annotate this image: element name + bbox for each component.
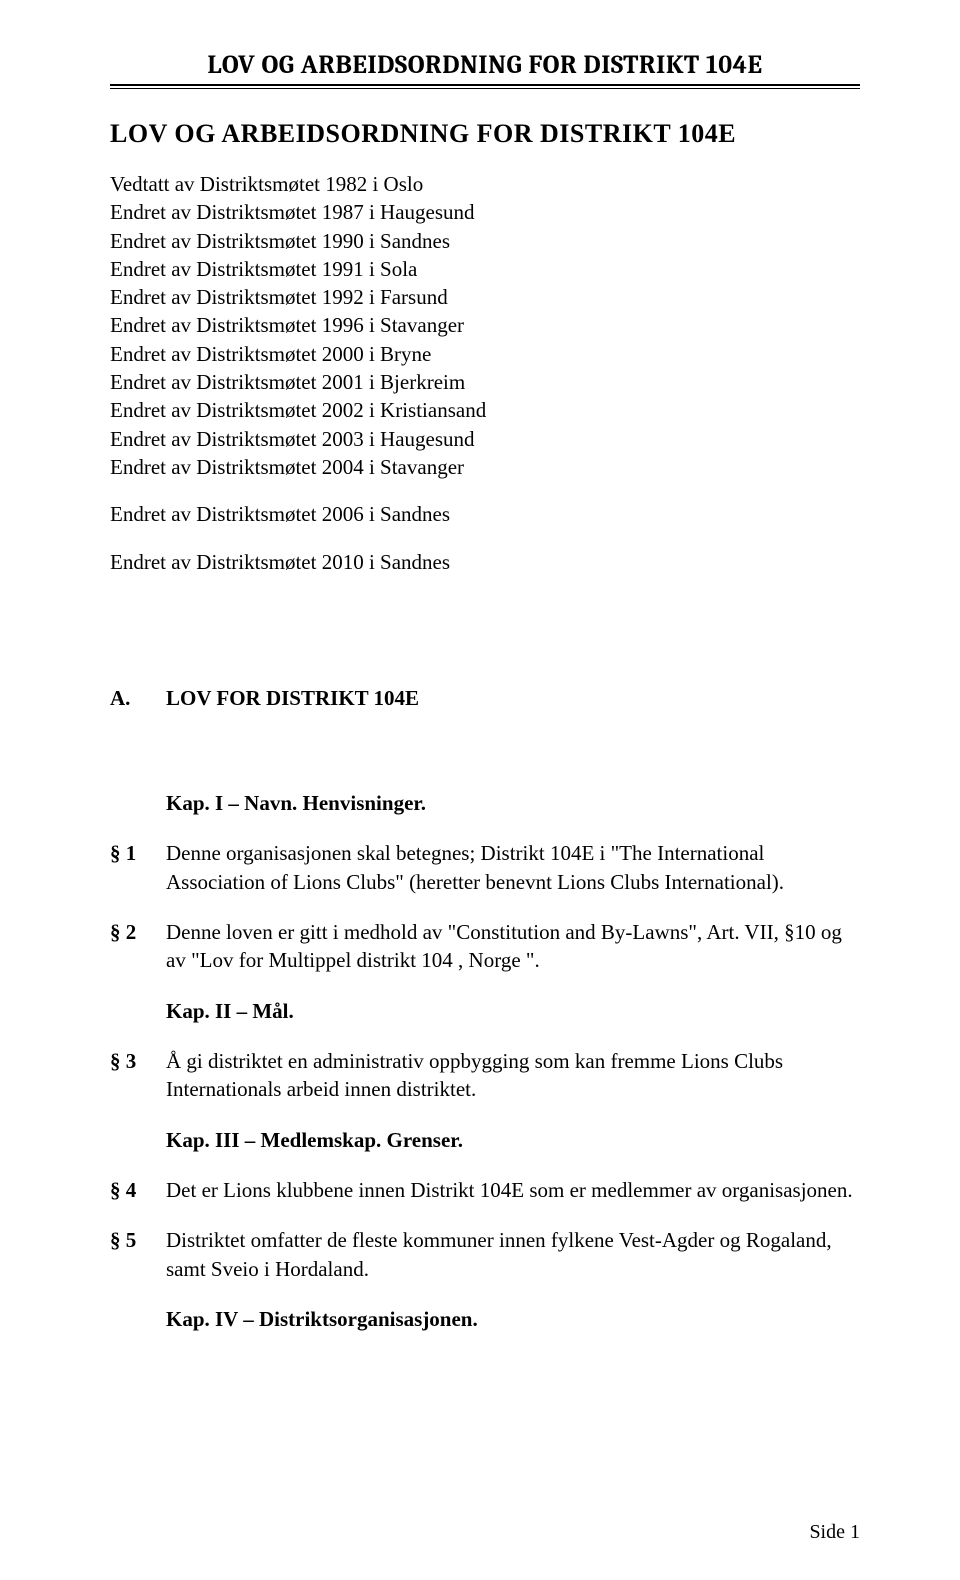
section-a-title: LOV FOR DISTRIKT 104E [166, 686, 419, 710]
page-footer: Side 1 [809, 1521, 860, 1544]
body-items: Kap. I – Navn. Henvisninger. § 1 Denne o… [110, 789, 860, 1333]
section-a-heading: A.LOV FOR DISTRIKT 104E [110, 686, 860, 711]
item-text: Denne loven er gitt i medhold av "Consti… [166, 918, 860, 975]
amendment-line: Endret av Distriktsmøtet 2002 i Kristian… [110, 397, 860, 424]
item-marker [110, 1126, 166, 1154]
item-marker: § 4 [110, 1176, 166, 1204]
amendment-line: Endret av Distriktsmøtet 2004 i Stavange… [110, 454, 860, 481]
amendment-line: Endret av Distriktsmøtet 2001 i Bjerkrei… [110, 369, 860, 396]
item-marker [110, 1305, 166, 1333]
paragraph-item: § 4 Det er Lions klubbene innen Distrikt… [110, 1176, 860, 1204]
item-text: Å gi distriktet en administrativ oppbygg… [166, 1047, 860, 1104]
item-text: Kap. I – Navn. Henvisninger. [166, 789, 860, 817]
paragraph-item: § 2 Denne loven er gitt i medhold av "Co… [110, 918, 860, 975]
item-marker: § 2 [110, 918, 166, 975]
amendment-line: Endret av Distriktsmøtet 2010 i Sandnes [110, 549, 860, 576]
paragraph-item: § 5 Distriktet omfatter de fleste kommun… [110, 1226, 860, 1283]
item-marker [110, 789, 166, 817]
page-header-title: LOV OG ARBEIDSORDNING FOR DISTRIKT 104E [110, 50, 860, 80]
amendment-line: Endret av Distriktsmøtet 2000 i Bryne [110, 341, 860, 368]
chapter-heading: Kap. I – Navn. Henvisninger. [110, 789, 860, 817]
paragraph-item: § 3 Å gi distriktet en administrativ opp… [110, 1047, 860, 1104]
amendment-line: Endret av Distriktsmøtet 1996 i Stavange… [110, 312, 860, 339]
item-text: Kap. II – Mål. [166, 997, 860, 1025]
amendment-line: Endret av Distriktsmøtet 2006 i Sandnes [110, 501, 860, 528]
header-rule-thin [110, 88, 860, 89]
item-marker: § 1 [110, 839, 166, 896]
document-title: LOV OG ARBEIDSORDNING FOR DISTRIKT 104E [110, 119, 860, 149]
chapter-heading: Kap. III – Medlemskap. Grenser. [110, 1126, 860, 1154]
item-text: Kap. III – Medlemskap. Grenser. [166, 1126, 860, 1154]
header-rule-thick [110, 84, 860, 86]
amendment-line: Endret av Distriktsmøtet 2003 i Haugesun… [110, 426, 860, 453]
item-marker: § 3 [110, 1047, 166, 1104]
item-text: Kap. IV – Distriktsorganisasjonen. [166, 1305, 860, 1333]
amendment-history: Vedtatt av Distriktsmøtet 1982 i Oslo En… [110, 171, 860, 576]
amendment-line: Endret av Distriktsmøtet 1987 i Haugesun… [110, 199, 860, 226]
item-marker [110, 997, 166, 1025]
chapter-heading: Kap. II – Mål. [110, 997, 860, 1025]
item-marker: § 5 [110, 1226, 166, 1283]
chapter-heading: Kap. IV – Distriktsorganisasjonen. [110, 1305, 860, 1333]
item-text: Det er Lions klubbene innen Distrikt 104… [166, 1176, 860, 1204]
amendment-line: Endret av Distriktsmøtet 1991 i Sola [110, 256, 860, 283]
amendment-line: Endret av Distriktsmøtet 1990 i Sandnes [110, 228, 860, 255]
amendment-line: Endret av Distriktsmøtet 1992 i Farsund [110, 284, 860, 311]
item-text: Distriktet omfatter de fleste kommuner i… [166, 1226, 860, 1283]
amendment-line: Vedtatt av Distriktsmøtet 1982 i Oslo [110, 171, 860, 198]
item-text: Denne organisasjonen skal betegnes; Dist… [166, 839, 860, 896]
section-a-number: A. [110, 686, 166, 711]
paragraph-item: § 1 Denne organisasjonen skal betegnes; … [110, 839, 860, 896]
